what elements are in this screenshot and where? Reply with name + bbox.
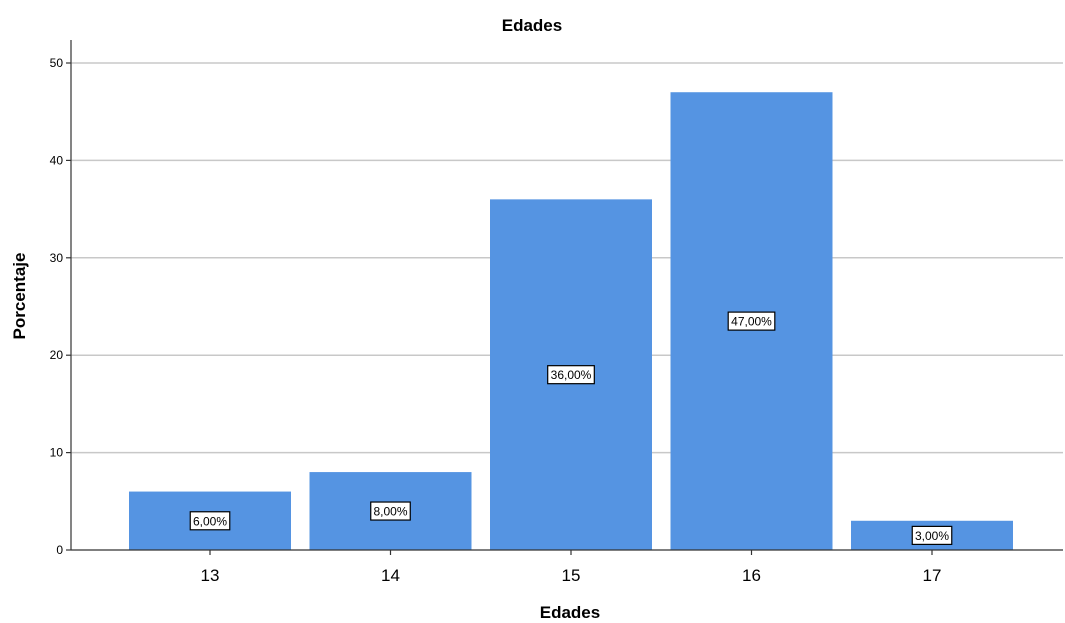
data-label-box: [189, 511, 231, 531]
data-label: 6,00%: [189, 511, 231, 531]
data-label-text: 8,00%: [373, 505, 407, 519]
y-tick-label: 20: [50, 348, 64, 362]
data-label-box: [370, 501, 411, 521]
y-axis-title: Porcentaje: [10, 253, 29, 340]
y-tick-label: 40: [50, 153, 64, 167]
x-tick-label: 14: [381, 566, 400, 585]
data-label-text: 36,00%: [551, 368, 592, 382]
x-tick-label: 15: [562, 566, 581, 585]
x-tick-label: 13: [201, 566, 220, 585]
data-label: 36,00%: [547, 365, 595, 385]
data-label-box: [727, 311, 776, 331]
chart-title: Edades: [502, 16, 562, 35]
y-tick-label: 30: [50, 251, 64, 265]
data-label: 3,00%: [911, 525, 953, 545]
data-label: 47,00%: [727, 311, 776, 331]
x-tick-label: 16: [742, 566, 761, 585]
data-labels: 6,00% 8,00% 36,00% 47,00% 3,00%: [189, 311, 953, 545]
data-label-text: 3,00%: [915, 529, 949, 543]
y-tick-label: 10: [50, 446, 64, 460]
x-tick-label: 17: [923, 566, 942, 585]
y-ticks: 0 10 20 30 40 50: [50, 56, 71, 557]
data-label-text: 47,00%: [731, 315, 772, 329]
axes: [70, 40, 1063, 551]
data-label-text: 6,00%: [193, 514, 227, 528]
y-tick-label: 0: [56, 543, 63, 557]
data-label: 8,00%: [370, 501, 411, 521]
x-ticks: 13 14 15 16 17: [201, 550, 942, 585]
data-label-box: [911, 525, 953, 545]
x-axis-title: Edades: [540, 603, 600, 622]
data-label-box: [547, 365, 595, 385]
y-tick-label: 50: [50, 56, 64, 70]
